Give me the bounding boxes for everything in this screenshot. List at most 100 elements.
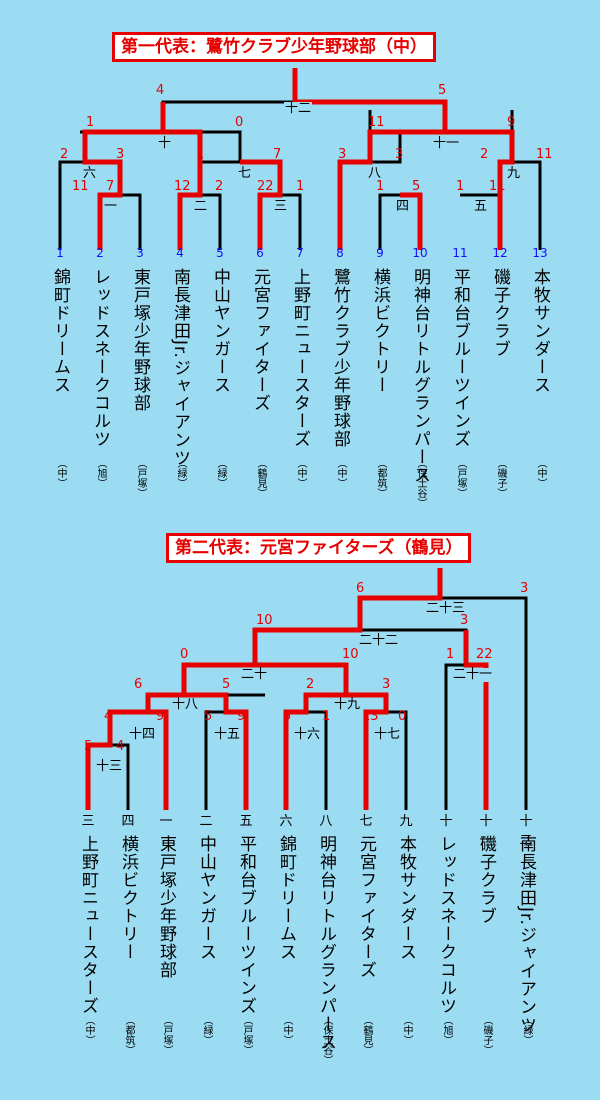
score: 5: [204, 709, 213, 724]
first-win-line-7: [445, 129, 515, 250]
team-name: 鷺竹クラブ少年野球部: [330, 268, 350, 448]
team-area: （旭）: [95, 458, 106, 488]
score: 7: [106, 179, 115, 194]
score: 10: [342, 647, 359, 662]
score: 5: [84, 739, 93, 754]
score: 11: [368, 115, 385, 130]
team-name: 平和台ブルーツインズ: [450, 268, 470, 448]
team-area: （都筑）: [123, 1015, 134, 1055]
team-number: 11: [452, 246, 468, 260]
score: 13: [362, 709, 379, 724]
team-index: 五: [239, 814, 253, 829]
team-area: （中）: [295, 458, 306, 488]
score: 5: [222, 677, 231, 692]
first-line-1: [120, 193, 142, 250]
score: 2: [60, 147, 69, 162]
score: 12: [174, 179, 191, 194]
team-index: 二: [199, 814, 213, 829]
match-label: 二十: [240, 667, 269, 682]
team-index: 八: [319, 814, 333, 829]
score: 22: [257, 179, 274, 194]
score: 6: [356, 581, 365, 596]
team-area: （鶴見）: [255, 458, 266, 498]
team-area: （緑）: [521, 1015, 532, 1045]
match-label: 十六: [293, 727, 322, 742]
team-name: 上野町ニュースターズ: [78, 835, 98, 1015]
team-area: （戸塚）: [135, 458, 146, 498]
first-win-line-3: [163, 129, 203, 162]
score: 7: [273, 147, 282, 162]
score: 10: [256, 613, 273, 628]
second-win-line-2: [184, 692, 249, 810]
team-name: 南長津田Jr.ジャイアンツ: [170, 268, 190, 467]
team-index: 九: [399, 814, 413, 829]
score: 9: [156, 709, 165, 724]
match-label: 二: [193, 199, 209, 214]
match-label: 十四: [128, 727, 157, 742]
team-index: 十二: [519, 814, 533, 848]
score: 1: [322, 709, 331, 724]
second-win-line-4: [283, 692, 346, 810]
second-win-line-6: [463, 630, 489, 810]
team-area: （中）: [83, 1015, 94, 1045]
score: 11: [72, 179, 89, 194]
match-label: 二十二: [358, 633, 400, 648]
match-label: 二十三: [425, 601, 467, 616]
score: 3: [338, 147, 347, 162]
first-win-line-5: [292, 68, 448, 250]
first-win-line-2: [240, 159, 283, 250]
match-label: 九: [506, 166, 522, 181]
second-line-4: [444, 663, 466, 810]
score: 3: [382, 677, 391, 692]
first-win-line-1: [177, 162, 203, 250]
match-label: 十一: [432, 136, 461, 151]
second-line-0: [110, 743, 130, 810]
match-label: 三: [273, 199, 289, 214]
team-name: 中山ヤンガース: [196, 835, 216, 961]
score: 1: [446, 647, 455, 662]
team-name: 南長津田Jr.ジャイアンツ: [516, 835, 536, 1034]
match-label: 六: [82, 166, 98, 181]
team-area: （緑）: [201, 1015, 212, 1045]
team-area: （磯子）: [481, 1015, 492, 1055]
team-name: 錦町ドリームス: [276, 835, 296, 961]
team-number: 3: [136, 246, 144, 260]
second-line-1: [204, 710, 226, 810]
second-win-line-5: [255, 662, 389, 810]
score: 3: [116, 147, 125, 162]
second-line-2: [306, 710, 328, 810]
score: 1: [376, 179, 385, 194]
team-number: 7: [296, 246, 304, 260]
team-name: レッドスネークコルツ: [436, 835, 456, 1015]
second-line-10: [255, 663, 348, 695]
team-area: （戸塚）: [241, 1015, 252, 1055]
team-number: 10: [412, 246, 428, 260]
team-area: （中）: [535, 458, 546, 488]
team-area: （中）: [401, 1015, 412, 1045]
match-label: 八: [367, 166, 383, 181]
team-number: 8: [336, 246, 344, 260]
score: 4: [156, 83, 165, 98]
team-area: （緑）: [215, 458, 226, 488]
score: 2: [480, 147, 489, 162]
team-index: 十: [439, 814, 453, 829]
second-line-5: [440, 596, 528, 810]
team-name: 中山ヤンガース: [210, 268, 230, 394]
score: 22: [476, 647, 493, 662]
match-label: 十: [157, 136, 173, 151]
first-representative-title: 第一代表：鷺竹クラブ少年野球部（中）: [112, 32, 436, 62]
first-win-line-0: [82, 129, 163, 250]
second-win-line-3: [181, 568, 443, 695]
team-number: 1: [56, 246, 64, 260]
second-line-12: [400, 628, 468, 665]
score: 6: [134, 677, 143, 692]
match-label: 十二: [284, 101, 313, 116]
match-label: 五: [473, 199, 489, 214]
score: 1: [456, 179, 465, 194]
team-area: （都筑）: [375, 458, 386, 498]
score: 0: [180, 647, 189, 662]
team-name: 元宮ファイターズ: [250, 268, 270, 412]
team-area: （戸塚）: [161, 1015, 172, 1055]
score: 1: [196, 147, 205, 162]
